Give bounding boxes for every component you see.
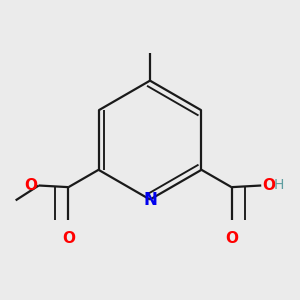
Text: H: H [274, 178, 284, 191]
Text: N: N [143, 190, 157, 208]
Text: O: O [262, 178, 276, 193]
Text: O: O [24, 178, 37, 193]
Text: O: O [225, 231, 238, 246]
Text: O: O [62, 231, 75, 246]
